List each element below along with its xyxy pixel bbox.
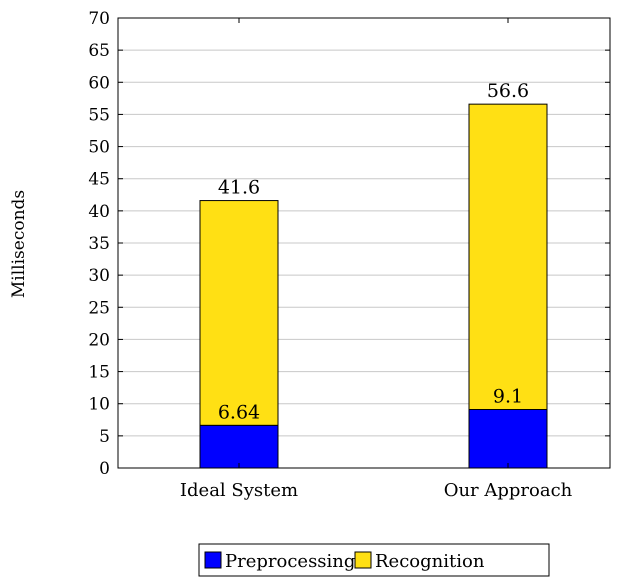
y-axis-label: Milliseconds [9, 190, 29, 298]
legend-swatch-recognition [354, 551, 372, 569]
y-tick-label: 40 [88, 202, 110, 222]
bar-preprocessing-0 [199, 424, 279, 469]
legend-box [198, 543, 550, 577]
legend: Preprocessing Recognition [198, 543, 550, 577]
y-tick-label: 70 [88, 9, 110, 29]
x-tick-label: Our Approach [444, 480, 573, 501]
y-axis-ticks: 0 5 10 15 20 25 30 35 40 45 50 55 60 65 70 [88, 9, 610, 479]
y-tick-label: 0 [99, 459, 110, 479]
y-tick-label: 35 [88, 234, 110, 254]
bar-preprocessing-1 [468, 409, 548, 469]
legend-entry-preprocessing: Preprocessing [225, 551, 355, 572]
bars [199, 103, 548, 469]
legend-entry-recognition: Recognition [375, 551, 485, 572]
x-axis-ticks: Ideal System Our Approach [180, 18, 573, 501]
data-label: 9.1 [493, 386, 523, 408]
y-tick-label: 65 [88, 41, 110, 61]
data-label: 41.6 [218, 177, 260, 199]
y-tick-label: 25 [88, 298, 110, 318]
data-label: 56.6 [487, 80, 529, 102]
bar-recognition-1 [468, 103, 548, 411]
bar-recognition-0 [199, 200, 279, 426]
y-tick-label: 55 [88, 105, 110, 125]
y-tick-label: 60 [88, 73, 110, 93]
y-tick-label: 15 [88, 363, 110, 383]
y-tick-label: 50 [88, 138, 110, 158]
y-tick-label: 10 [88, 395, 110, 415]
y-tick-label: 45 [88, 170, 110, 190]
data-labels: 6.64 41.6 9.1 56.6 [218, 80, 529, 423]
data-label: 6.64 [218, 401, 260, 423]
y-tick-label: 5 [99, 427, 110, 447]
y-tick-label: 20 [88, 330, 110, 350]
y-tick-label: 30 [88, 266, 110, 286]
legend-swatch-preprocessing [204, 551, 222, 569]
x-tick-label: Ideal System [180, 480, 298, 501]
